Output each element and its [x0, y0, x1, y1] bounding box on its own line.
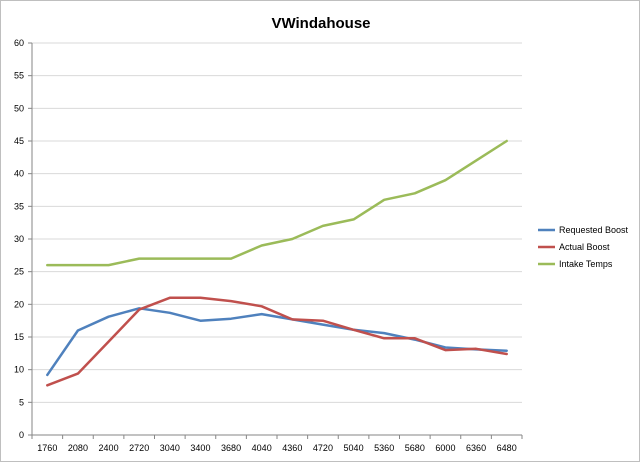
- legend-label: Actual Boost: [559, 242, 610, 252]
- y-tick-label: 15: [14, 332, 24, 342]
- x-tick-label: 5680: [405, 443, 425, 453]
- x-tick-label: 6000: [435, 443, 455, 453]
- series-line-intake-temps: [46, 139, 508, 267]
- x-tick-label: 4360: [282, 443, 302, 453]
- x-tick-label: 3680: [221, 443, 241, 453]
- y-tick-label: 25: [14, 267, 24, 277]
- y-tick-label: 40: [14, 169, 24, 179]
- x-tick-label: 3400: [190, 443, 210, 453]
- x-tick-labels: 1760 2080 2400 2720 3040 3400 3680 4040 4360 4720…: [37, 443, 516, 453]
- y-tick-label: 50: [14, 103, 24, 113]
- x-tick-label: 6360: [466, 443, 486, 453]
- x-tick-label: 4040: [252, 443, 272, 453]
- y-tick-labels: 0 5 10 15 20 25 30 35 40 45 50 55 60: [14, 38, 24, 440]
- x-tick-label: 4720: [313, 443, 333, 453]
- chart-title: VWindahouse: [271, 15, 370, 32]
- x-tick-label: 1760: [37, 443, 57, 453]
- series-line-actual-boost: [46, 296, 508, 387]
- legend-label: Intake Temps: [559, 259, 613, 269]
- y-tick-label: 30: [14, 234, 24, 244]
- series-line-requested-boost: [46, 307, 508, 377]
- x-tick-label: 2080: [68, 443, 88, 453]
- y-tick-label: 10: [14, 365, 24, 375]
- x-tick-label: 6480: [497, 443, 517, 453]
- y-tick-label: 45: [14, 136, 24, 146]
- x-tick-label: 5040: [344, 443, 364, 453]
- x-tick-label: 2720: [129, 443, 149, 453]
- y-tick-label: 60: [14, 38, 24, 48]
- x-tick-label: 2400: [99, 443, 119, 453]
- axes: [28, 42, 523, 439]
- y-tick-label: 20: [14, 299, 24, 309]
- y-tick-label: 5: [19, 397, 24, 407]
- legend: Requested Boost Actual Boost Intake Temps: [538, 225, 629, 269]
- legend-label: Requested Boost: [559, 225, 629, 235]
- series-lines: [46, 139, 508, 387]
- y-tick-label: 35: [14, 201, 24, 211]
- x-tick-label: 5360: [374, 443, 394, 453]
- y-tick-label: 0: [19, 430, 24, 440]
- x-tick-label: 3040: [160, 443, 180, 453]
- y-tick-label: 55: [14, 71, 24, 81]
